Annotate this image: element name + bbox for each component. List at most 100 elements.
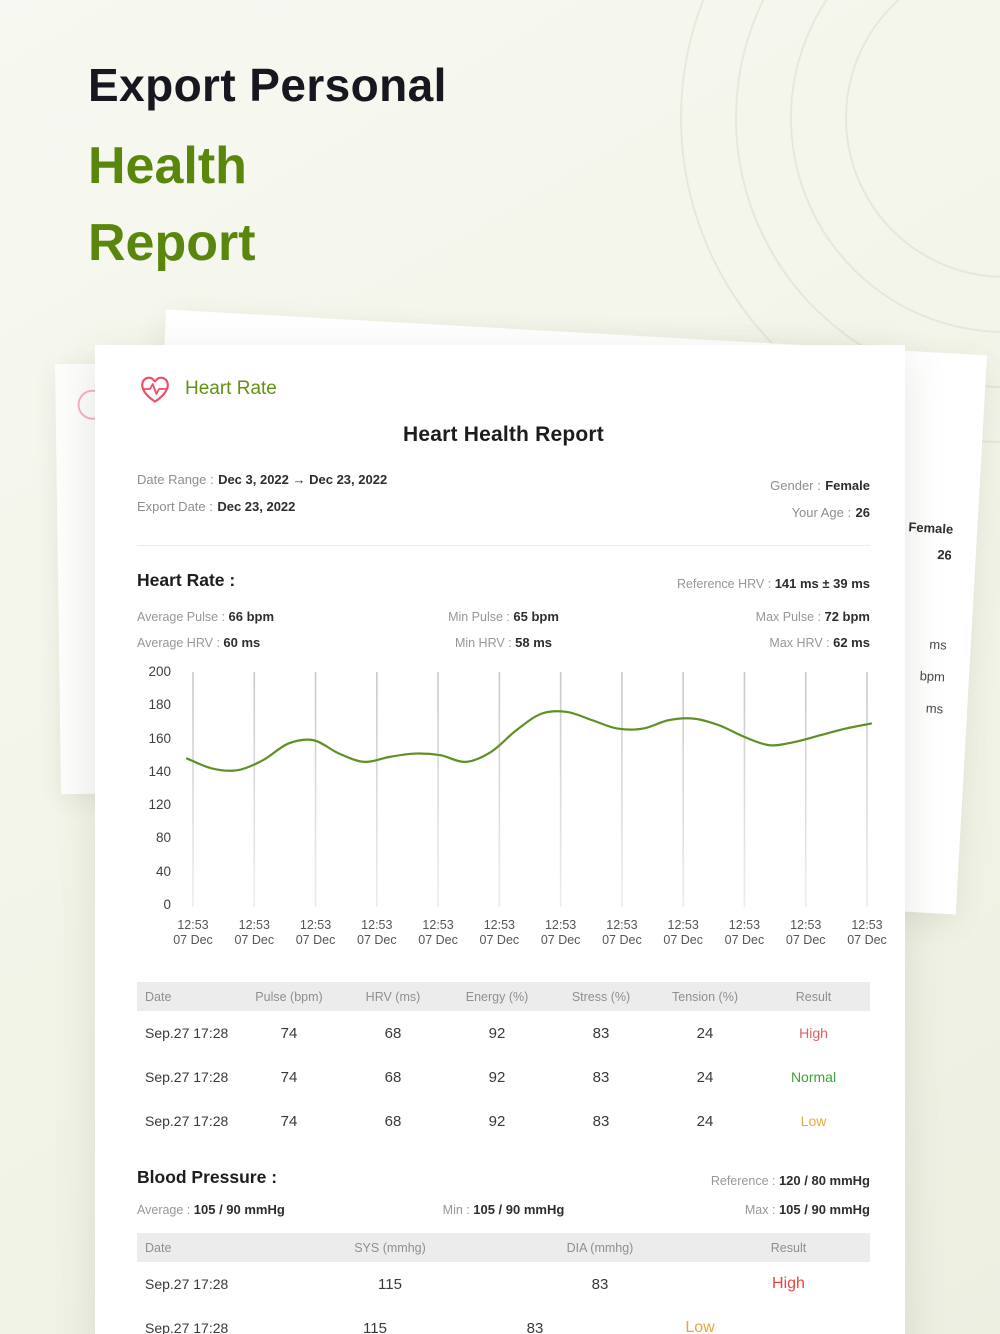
app-name: Heart Rate [185,378,277,399]
chart-gridline [498,672,501,907]
col-tension: Tension (%) [672,989,738,1004]
back-page-fragment: bpm [919,668,946,685]
col-stress: Stress (%) [571,989,631,1004]
col-result: Result [770,1240,807,1255]
stat-min-pulse: Min Pulse : 65 bpm [448,609,559,624]
y-axis-tick-label: 80 [155,830,171,846]
table-row: Sep.27 17:28 74 68 92 83 24 Low [137,1099,870,1143]
stat-average-hrv: Average HRV : 60 ms [137,635,261,650]
reference-hrv-label: Reference HRV : [676,577,772,591]
export-date-row: Export Date : Dec 23, 2022 [137,498,387,516]
stat-bp-max: Max : 105 / 90 mmHg [744,1202,870,1217]
app-logo-row: Heart Rate [137,371,870,407]
result-badge: Low [800,1113,827,1129]
col-date: Date [145,989,172,1004]
chart-gridline [253,672,256,907]
reference-hrv-value: 141 ms ± 39 ms [774,576,870,591]
chart-plot-area [181,670,879,911]
chart-x-axis: 12:53 07 Dec 12:53 07 Dec 12:53 07 Dec 12:53 07… [137,918,887,954]
x-axis-tick-label: 12:53 07 Dec [418,918,458,947]
x-axis-tick-label: 12:53 07 Dec [847,918,887,947]
result-badge: Normal [790,1069,837,1085]
date-range-value: Dec 3, 2022 → Dec 23, 2022 [218,472,388,487]
x-axis-tick-label: 12:53 07 Dec [602,918,642,947]
hero-title-green: Health Report [88,128,447,282]
reference-hrv: Reference HRV : 141 ms ± 39 ms [677,576,870,591]
export-date-value: Dec 23, 2022 [217,499,296,514]
meta-left: Date Range : Dec 3, 2022 → Dec 23, 2022 … [137,471,387,531]
chart-gridline [559,672,562,907]
stat-max-pulse: Max Pulse : 72 bpm [755,609,870,624]
blood-pressure-table: Date SYS (mmhg) DIA (mmhg) Result Sep.27… [137,1233,870,1334]
blood-pressure-stats: Average : 105 / 90 mmHg Min : 105 / 90 m… [137,1202,870,1217]
result-badge: Low [685,1319,715,1334]
col-sys: SYS (mmhg) [354,1240,426,1255]
heart-rate-table: Date Pulse (bpm) HRV (ms) Energy (%) Str… [137,982,870,1143]
heart-pulse-icon [141,376,169,403]
date-range-label: Date Range : [137,472,214,487]
age-label: Your Age : [791,505,852,520]
back-page-fragment: ms [925,700,944,717]
reference-bp: Reference : 120 / 80 mmHg [711,1173,870,1188]
chart-gridline [804,672,807,907]
col-result: Result [795,989,832,1004]
x-axis-tick-label: 12:53 07 Dec [295,918,336,947]
table-row: Sep.27 17:28 115 83 Low [137,1306,870,1334]
table-row: Sep.27 17:28 115 83 High [137,1262,870,1306]
y-axis-tick-label: 160 [148,730,171,746]
chart-gridline [314,672,317,907]
chart-gridline [866,672,868,907]
x-axis-tick-label: 12:53 07 Dec [173,918,213,947]
age-value: 26 [855,505,870,520]
blood-pressure-section-title: Blood Pressure : [137,1167,278,1187]
gender-row: Gender : Female [770,477,870,495]
x-axis-tick-label: 12:53 07 Dec [540,918,581,947]
reference-bp-label: Reference : [710,1174,776,1188]
y-axis-tick-label: 200 [148,664,171,679]
heart-rate-trend-line [185,710,873,772]
gender-value: Female [825,478,870,493]
y-axis-tick-label: 180 [148,697,171,713]
hero-title-dark: Export Personal [88,59,447,111]
col-hrv: HRV (ms) [365,989,421,1004]
back-page-fragment: 26 [936,546,953,563]
heart-rate-section-title: Heart Rate : [137,570,236,590]
heart-rate-line-chart [185,672,873,907]
hero-title-health: Health [88,137,247,195]
hero-heading: Export Personal Health Report [88,58,447,282]
blood-pressure-section-header: Blood Pressure : Reference : 120 / 80 mm… [137,1167,870,1188]
y-axis-tick-label: 40 [155,863,171,879]
x-axis-tick-label: 12:53 07 Dec [357,918,397,947]
chart-gridline [376,672,378,907]
date-range-row: Date Range : Dec 3, 2022 → Dec 23, 2022 [137,471,387,489]
col-energy: Energy (%) [465,989,529,1004]
heart-rate-chart: 200 180 160 140 120 80 40 0 12:53 07 Dec 12:53 07 … [137,664,887,958]
col-dia: DIA (mmhg) [566,1240,634,1255]
export-date-label: Export Date : [137,499,213,514]
y-axis-tick-label: 0 [163,897,171,912]
chart-gridline [192,672,194,907]
col-pulse: Pulse (bpm) [255,989,323,1004]
divider [137,545,870,546]
x-axis-tick-label: 12:53 07 Dec [479,918,520,947]
heart-rate-section-header: Heart Rate : Reference HRV : 141 ms ± 39… [137,570,870,591]
chart-gridline [621,672,623,907]
x-axis-tick-label: 12:53 07 Dec [234,918,275,947]
report-meta: Date Range : Dec 3, 2022 → Dec 23, 2022 … [137,471,870,531]
blood-pressure-table-header: Date SYS (mmhg) DIA (mmhg) Result [137,1233,870,1262]
stat-bp-min: Min : 105 / 90 mmHg [442,1202,565,1217]
heart-rate-table-header: Date Pulse (bpm) HRV (ms) Energy (%) Str… [137,982,870,1011]
y-axis-tick-label: 120 [148,797,171,813]
x-axis-tick-label: 12:53 07 Dec [724,918,765,947]
stat-average-pulse: Average Pulse : 66 bpm [137,609,275,624]
chart-y-axis: 200 180 160 140 120 80 40 0 [137,664,171,912]
chart-gridline [682,672,684,907]
age-row: Your Age : 26 [770,504,870,522]
result-badge: High [772,1275,805,1292]
x-axis-tick-label: 12:53 07 Dec [785,918,826,947]
hero-title-report: Report [88,214,256,272]
back-page-fragment: ms [929,636,948,653]
x-axis-tick-label: 12:53 07 Dec [663,918,703,947]
heart-rate-stats: Average Pulse : 66 bpm Min Pulse : 65 bp… [137,609,870,650]
report-title: Heart Health Report [402,423,604,446]
